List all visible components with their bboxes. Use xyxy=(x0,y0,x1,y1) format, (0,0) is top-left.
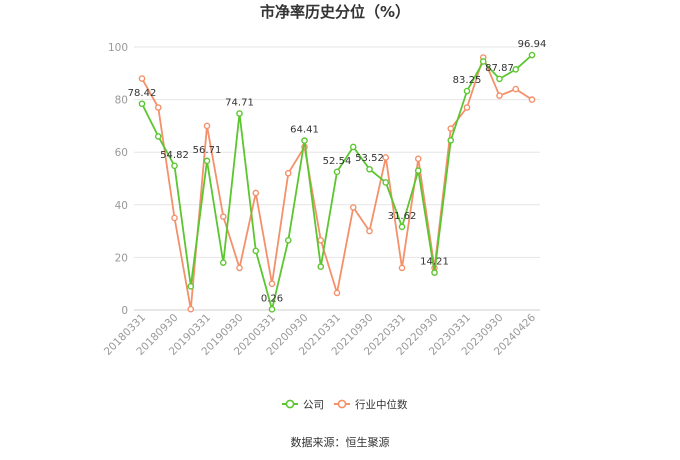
series-point-0-0 xyxy=(138,100,146,108)
legend-label: 行业中位数 xyxy=(355,398,408,411)
y-tick-label: 40 xyxy=(115,200,128,212)
series-point-0-16 xyxy=(398,223,406,231)
series-point-1-1 xyxy=(154,104,162,111)
series-point-1-7 xyxy=(252,189,260,197)
series-point-1-9 xyxy=(284,169,292,177)
series-point-0-22 xyxy=(496,75,503,83)
y-tick-label: 60 xyxy=(115,147,128,159)
series-line-1 xyxy=(141,56,533,311)
series-point-1-6 xyxy=(236,264,243,272)
series-point-1-4 xyxy=(203,122,211,130)
data-label: 78.42 xyxy=(128,88,157,99)
data-label: 53.52 xyxy=(355,153,384,164)
series-point-0-3 xyxy=(187,283,195,290)
series-point-1-20 xyxy=(463,104,471,111)
series-point-0-8 xyxy=(268,306,276,313)
series-point-0-23 xyxy=(512,66,520,73)
series-point-0-17 xyxy=(414,167,422,174)
data-labels: 78.42 54.82 56.71 74.71 0.26 64.41 52.54 53.52 3… xyxy=(128,39,547,304)
y-tick-label: 100 xyxy=(108,42,128,54)
data-label: 54.82 xyxy=(160,150,189,161)
series-point-1-17 xyxy=(414,155,422,163)
series-point-0-24 xyxy=(528,51,536,59)
data-label: 87.87 xyxy=(485,63,514,74)
series-point-1-16 xyxy=(398,264,406,272)
series-point-1-14 xyxy=(366,227,373,235)
series-point-0-18 xyxy=(431,269,438,276)
series-point-0-2 xyxy=(171,162,178,170)
series-point-1-0 xyxy=(138,75,146,82)
y-tick-label: 0 xyxy=(121,305,128,317)
series-point-1-5 xyxy=(219,213,227,220)
data-source-note: 数据来源：恒生聚源 xyxy=(291,435,390,449)
series-line-0 xyxy=(141,54,533,311)
series-point-1-15 xyxy=(382,154,390,161)
series-point-0-9 xyxy=(284,237,292,244)
series-point-0-10 xyxy=(301,137,308,144)
y-tick-label: 20 xyxy=(115,252,128,264)
chart-title: 市净率历史分位（%） xyxy=(260,3,410,21)
series-point-0-6 xyxy=(236,110,243,117)
series-point-0-4 xyxy=(203,157,211,165)
series-point-0-19 xyxy=(447,137,455,144)
series-point-0-21 xyxy=(479,58,487,65)
legend: 公司 行业中位数 xyxy=(282,398,408,411)
series-point-0-11 xyxy=(317,263,325,270)
series-point-1-22 xyxy=(496,92,503,99)
series-point-0-1 xyxy=(154,133,162,140)
series-point-1-3 xyxy=(187,305,195,313)
data-label: 96.94 xyxy=(518,39,547,50)
legend-label: 公司 xyxy=(303,399,324,411)
plot-area xyxy=(138,51,536,313)
series-point-1-12 xyxy=(333,289,341,297)
data-label: 52.54 xyxy=(323,156,352,167)
series-point-1-8 xyxy=(268,280,276,288)
series-point-1-19 xyxy=(447,125,455,132)
series-point-1-13 xyxy=(349,204,357,211)
series-point-0-5 xyxy=(219,259,227,266)
series-point-1-11 xyxy=(317,237,325,244)
data-label: 74.71 xyxy=(225,98,254,109)
series-point-0-13 xyxy=(349,143,357,151)
legend-swatch-marker xyxy=(285,399,295,409)
series-point-0-20 xyxy=(463,87,471,95)
series-point-1-24 xyxy=(528,96,536,103)
series-point-0-12 xyxy=(333,168,341,176)
data-label: 83.25 xyxy=(453,75,482,86)
series-point-0-15 xyxy=(382,179,390,186)
legend-swatch-marker xyxy=(337,399,347,409)
series-point-0-14 xyxy=(366,165,373,173)
series-point-1-2 xyxy=(171,214,178,222)
axes: 0204060801002018033120180930201903312019… xyxy=(102,42,540,358)
data-label: 14.21 xyxy=(420,257,449,268)
data-label: 64.41 xyxy=(290,125,319,136)
data-label: 0.26 xyxy=(261,293,283,304)
data-label: 56.71 xyxy=(193,145,222,156)
y-tick-label: 80 xyxy=(115,95,128,107)
data-label: 31.62 xyxy=(388,211,417,222)
series-point-0-7 xyxy=(252,247,260,255)
series-point-1-23 xyxy=(512,85,520,93)
